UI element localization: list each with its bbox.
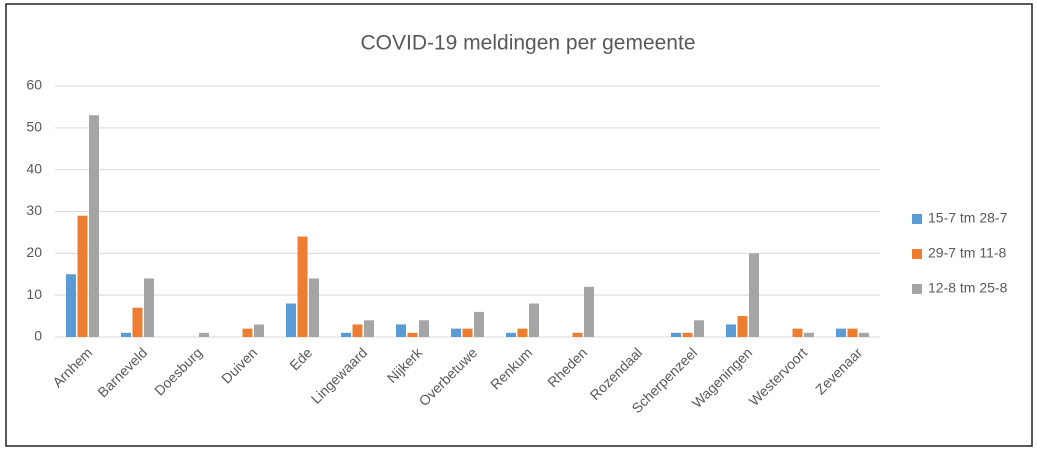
bar [254, 324, 264, 337]
bar [474, 311, 484, 337]
bar [694, 320, 704, 337]
bar [352, 324, 363, 337]
chart-title: COVID-19 meldingen per gemeente [360, 32, 695, 55]
bar [749, 253, 759, 337]
bar [242, 328, 253, 337]
bar [726, 324, 736, 337]
legend-swatch [912, 284, 922, 294]
bar [419, 320, 429, 337]
bar [451, 328, 461, 337]
bar [462, 328, 473, 337]
bar [529, 303, 539, 337]
bar [132, 307, 143, 337]
y-tick-label: 20 [26, 244, 42, 260]
y-tick-label: 40 [26, 160, 42, 176]
bar [517, 328, 528, 337]
y-tick-label: 30 [26, 202, 42, 218]
bar [506, 332, 516, 337]
bar [804, 332, 814, 337]
bar [66, 274, 76, 337]
bar [77, 215, 88, 337]
bar [572, 332, 583, 337]
bar [199, 332, 209, 337]
bar [671, 332, 681, 337]
legend-label: 12-8 tm 25-8 [928, 280, 1008, 296]
bar [407, 332, 418, 337]
bar [396, 324, 406, 337]
y-tick-label: 0 [34, 328, 42, 344]
bar [836, 328, 846, 337]
chart-frame [5, 3, 1033, 447]
bar [859, 332, 869, 337]
bar [737, 316, 748, 337]
legend-swatch [912, 249, 922, 259]
bar [144, 278, 154, 337]
bar [309, 278, 319, 337]
bar [121, 332, 131, 337]
bar [847, 328, 858, 337]
legend-swatch [912, 214, 922, 224]
bar [286, 303, 296, 337]
bar [297, 236, 308, 337]
bar [89, 115, 99, 338]
y-tick-label: 60 [26, 77, 42, 93]
y-tick-label: 50 [26, 119, 42, 135]
legend-label: 15-7 tm 28-7 [928, 210, 1008, 226]
legend-label: 29-7 tm 11-8 [928, 245, 1007, 261]
bar [341, 332, 351, 337]
bar [584, 286, 594, 337]
y-tick-label: 10 [26, 286, 42, 302]
bar [682, 332, 693, 337]
bar [364, 320, 374, 337]
bar [792, 328, 803, 337]
